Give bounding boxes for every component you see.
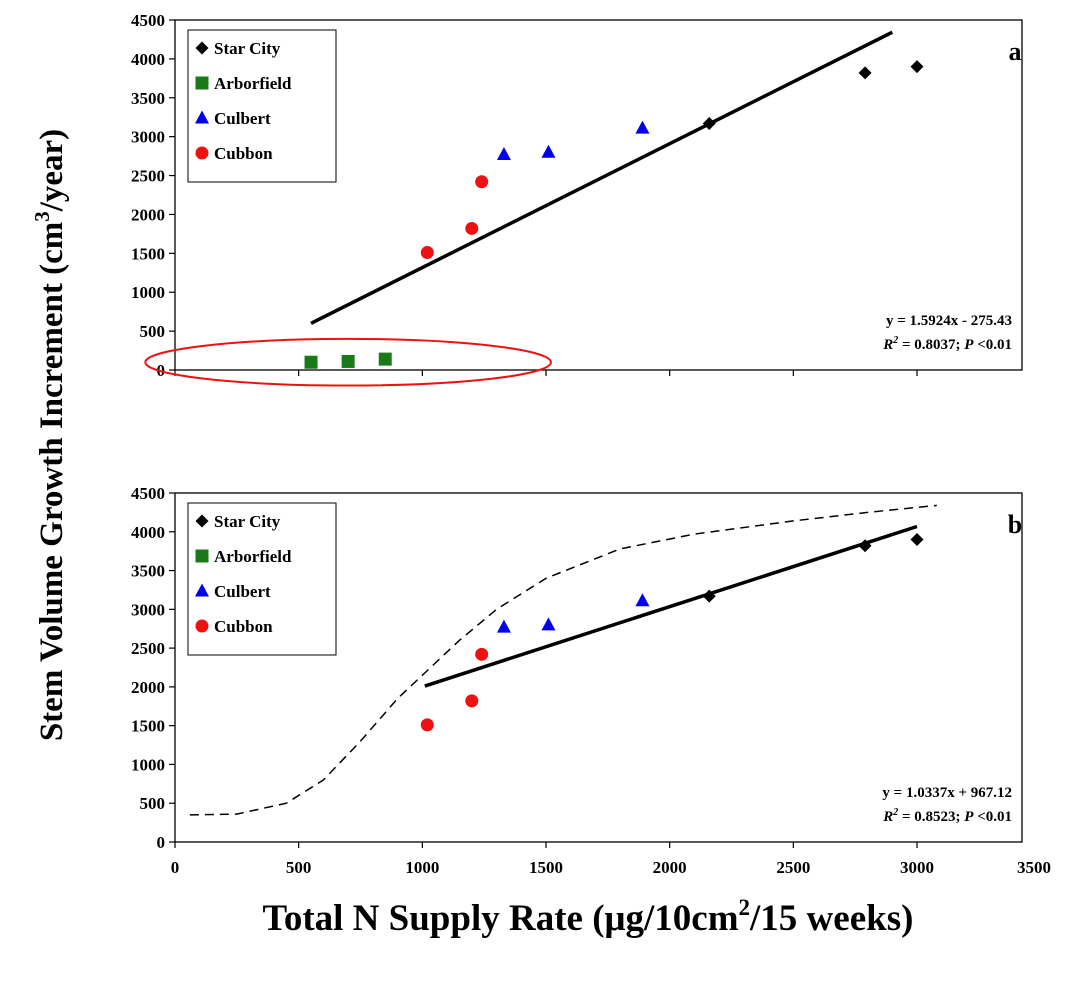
regression-stats: R2 = 0.8037; P <0.01 (882, 335, 1012, 353)
y-tick-label: 4000 (131, 523, 165, 542)
x-tick-label: 0 (171, 858, 180, 877)
data-point-star-city (910, 533, 924, 547)
panel-label: b (1008, 510, 1022, 539)
data-point-cubbon (475, 647, 489, 661)
y-tick-label: 2000 (131, 205, 165, 224)
y-axis-label: Stem Volume Growth Increment (cm3/year) (30, 129, 70, 741)
data-point-arborfield (341, 354, 355, 368)
legend-marker-star-city (195, 41, 209, 55)
legend-marker-culbert (195, 110, 209, 124)
data-point-cubbon (465, 694, 479, 708)
legend-label: Cubbon (214, 617, 273, 636)
y-tick-label: 2500 (131, 167, 165, 186)
data-point-arborfield (378, 352, 392, 366)
y-tick-label: 3500 (131, 562, 165, 581)
y-tick-label: 500 (140, 322, 166, 341)
legend-box (187, 29, 337, 183)
x-tick-label: 3500 (1017, 858, 1051, 877)
data-point-star-city (858, 66, 872, 80)
x-axis-label-superscript: 2 (739, 895, 751, 920)
y-tick-label: 1000 (131, 755, 165, 774)
legend-label: Culbert (214, 109, 271, 128)
data-point-star-city (702, 589, 716, 603)
legend-label: Star City (214, 512, 281, 531)
legend-label: Star City (214, 39, 281, 58)
x-tick-label: 2000 (653, 858, 687, 877)
x-tick-label: 1500 (529, 858, 563, 877)
y-tick-label: 3000 (131, 128, 165, 147)
trendline (310, 30, 894, 325)
y-tick-label: 1000 (131, 283, 165, 302)
y-tick-label: 1500 (131, 244, 165, 263)
regression-equation: y = 1.5924x - 275.43 (886, 313, 1012, 329)
data-point-culbert (541, 144, 556, 158)
panel-b: 0 500 1000 1500 2000 2500 3000 3500 4000 4500 0 500… (131, 484, 1051, 877)
data-point-culbert (496, 147, 511, 161)
y-tick-label: 3000 (131, 600, 165, 619)
highlight-ellipse (144, 337, 552, 387)
data-point-star-city (910, 60, 924, 74)
y-tick-label: 2000 (131, 678, 165, 697)
x-tick-label: 3000 (900, 858, 934, 877)
legend-marker-culbert (195, 583, 209, 597)
legend-label: Cubbon (214, 144, 273, 163)
regression-equation: y = 1.0337x + 967.12 (882, 785, 1012, 801)
legend-marker-star-city (195, 514, 209, 528)
legend-label: Culbert (214, 582, 271, 601)
y-tick-label: 4500 (131, 11, 165, 30)
legend-marker-arborfield (195, 76, 209, 90)
data-point-culbert (496, 619, 511, 633)
legend-marker-cubbon (195, 146, 209, 160)
y-tick-label: 3500 (131, 89, 165, 108)
legend: Star City Arborfield Culbert Cubbon (187, 502, 337, 656)
y-axis-label-superscript: 3 (30, 211, 54, 222)
panels-group: 0 500 1000 1500 2000 2500 3000 3500 4000 4500 Star… (131, 11, 1051, 877)
plot-frame (174, 492, 1023, 843)
data-point-culbert (635, 593, 650, 607)
legend-label: Arborfield (214, 74, 292, 93)
x-tick-label: 500 (286, 858, 312, 877)
legend-box (187, 502, 337, 656)
dashed-curve (189, 504, 937, 816)
data-point-cubbon (420, 246, 434, 260)
y-tick-label: 500 (140, 794, 166, 813)
data-point-arborfield (304, 355, 318, 369)
y-tick-label: 4000 (131, 50, 165, 69)
y-tick-label: 1500 (131, 717, 165, 736)
data-point-cubbon (475, 175, 489, 189)
data-point-star-city (702, 116, 716, 130)
x-tick-label: 2500 (776, 858, 810, 877)
plot-frame (174, 19, 1023, 371)
legend-marker-arborfield (195, 549, 209, 563)
legend-marker-cubbon (195, 619, 209, 633)
y-tick-label: 2500 (131, 639, 165, 658)
panel-a: 050010001500200025003000350040004500Star… (131, 11, 1023, 387)
panel-label: a (1009, 37, 1022, 66)
legend: Star City Arborfield Culbert Cubbon (187, 29, 337, 183)
x-tick-label: 1000 (405, 858, 439, 877)
data-point-cubbon (465, 221, 479, 235)
trendline (424, 524, 918, 688)
y-tick-label: 0 (157, 833, 166, 852)
regression-stats: R2 = 0.8523; P <0.01 (882, 807, 1012, 825)
data-point-cubbon (420, 718, 434, 732)
data-point-star-city (858, 539, 872, 553)
legend-label: Arborfield (214, 547, 292, 566)
y-tick-label: 4500 (131, 484, 165, 503)
data-point-culbert (635, 120, 650, 134)
x-axis-label: Total N Supply Rate (μg/10cm2/15 weeks) (263, 895, 914, 939)
data-point-culbert (541, 617, 556, 631)
